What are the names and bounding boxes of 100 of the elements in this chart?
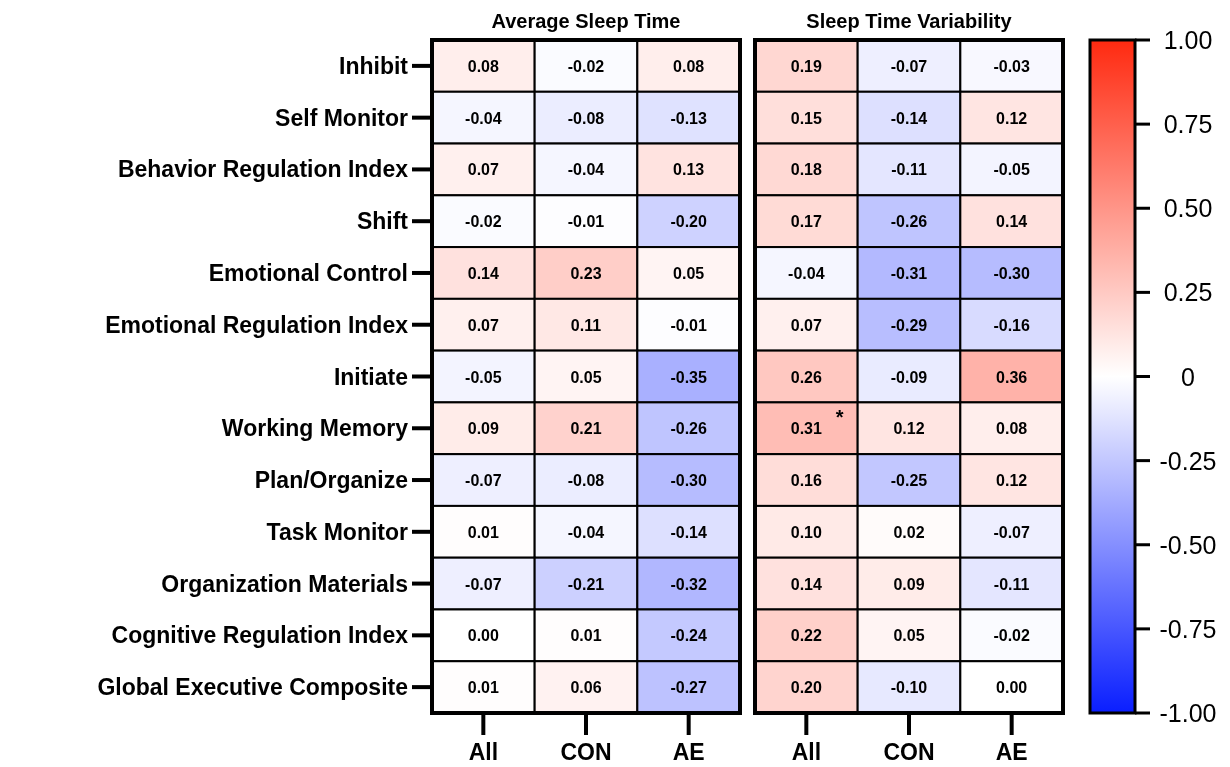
chart-title: Sleep Time Variability: [806, 10, 1013, 32]
data-label: 0.36: [996, 368, 1028, 386]
data-label: -0.26: [890, 213, 928, 231]
data-label: 0.07: [467, 161, 500, 179]
data-label: -0.30: [670, 472, 707, 490]
color-bar-label: -1.00: [1159, 699, 1217, 727]
data-label: 0.14: [996, 213, 1028, 231]
color-bar-label: 1.00: [1163, 26, 1213, 54]
x-tick-label: AE: [672, 739, 705, 765]
data-label: -0.30: [993, 264, 1030, 282]
x-tick-label: CON: [883, 739, 935, 765]
color-bar-label: -0.50: [1159, 530, 1217, 559]
x-tick-label: All: [791, 739, 822, 765]
color-bar-label: -0.25: [1159, 446, 1217, 475]
y-tick-label: Task Monitor: [266, 518, 409, 545]
data-label: 0.07: [467, 316, 500, 334]
data-label: 0.00: [996, 679, 1028, 697]
data-label: 0.22: [790, 627, 823, 645]
data-label: 0.05: [673, 264, 705, 282]
data-label: -0.07: [890, 57, 928, 75]
y-tick-label: Emotional Regulation Index: [105, 311, 409, 338]
data-label: 0.26: [790, 368, 823, 386]
data-label: -0.32: [670, 575, 707, 593]
y-tick-label: Emotional Control: [208, 259, 408, 286]
data-label: 0.19: [790, 57, 823, 75]
data-label: 0.11: [570, 316, 602, 334]
data-label: 0.05: [893, 627, 925, 645]
data-label: 0.09: [893, 575, 925, 593]
color-bar-label: -0.75: [1159, 614, 1217, 643]
data-label: 0.12: [893, 420, 925, 438]
x-tick-label: AE: [995, 739, 1028, 765]
y-tick-label: Shift: [356, 208, 409, 235]
data-label: 0.14: [790, 575, 823, 593]
y-tick-label: Working Memory: [221, 415, 409, 442]
y-tick-label: Self Monitor: [275, 104, 409, 131]
data-label: 0.12: [996, 472, 1028, 490]
data-label: 0.10: [790, 523, 823, 541]
data-label: 0.08: [673, 57, 705, 75]
data-label: -0.07: [465, 472, 502, 490]
color-bar-label: 0.50: [1163, 194, 1213, 223]
data-label: 0.01: [467, 523, 500, 541]
color-bar-label: 0.75: [1163, 110, 1213, 139]
data-label: 0.01: [467, 679, 500, 697]
data-label: 0.12: [996, 109, 1028, 127]
data-label: 0.13: [673, 161, 705, 179]
data-label: 0.08: [467, 57, 500, 75]
y-tick-label: Plan/Organize: [254, 467, 408, 494]
data-label: -0.04: [567, 523, 605, 541]
data-label: 0.02: [893, 523, 925, 541]
data-label: 0.20: [790, 679, 823, 697]
data-label: -0.09: [890, 368, 928, 386]
data-label: -0.02: [567, 57, 605, 75]
data-label: -0.05: [993, 161, 1030, 179]
data-label: -0.35: [670, 368, 707, 386]
data-label: -0.04: [465, 109, 502, 127]
y-tick-label: Organization Materials: [161, 570, 408, 597]
data-label: 0.31: [790, 420, 823, 438]
data-label: -0.08: [567, 109, 605, 127]
color-bar-label: 0: [1181, 362, 1195, 391]
data-label: -0.29: [890, 316, 928, 334]
y-tick-label: Inhibit: [339, 52, 409, 79]
data-label: 0.16: [790, 472, 823, 490]
y-tick-label: Cognitive Regulation Index: [111, 622, 409, 649]
y-tick-label: Initiate: [333, 363, 408, 390]
data-label: -0.07: [993, 523, 1030, 541]
data-label: -0.11: [993, 575, 1030, 593]
data-label: -0.14: [890, 109, 928, 127]
data-label: -0.26: [670, 420, 707, 438]
x-tick-label: All: [468, 739, 499, 765]
data-label: 0.18: [790, 161, 823, 179]
data-label: -0.31: [890, 264, 928, 282]
data-label: 0.15: [790, 109, 823, 127]
data-label: -0.21: [567, 575, 605, 593]
data-label: -0.27: [670, 679, 707, 697]
data-label: 0.06: [570, 679, 602, 697]
data-label: -0.01: [670, 316, 707, 334]
data-label: -0.11: [891, 161, 927, 179]
data-label: -0.24: [670, 627, 707, 645]
data-label: -0.07: [465, 575, 502, 593]
data-label: -0.05: [465, 368, 502, 386]
data-label: 0.08: [996, 420, 1028, 438]
data-label: 0.01: [570, 627, 602, 645]
data-label: 0.09: [467, 420, 500, 438]
data-label: -0.02: [465, 213, 502, 231]
chart-title: Average Sleep Time: [491, 10, 681, 32]
data-label: -0.03: [993, 57, 1030, 75]
y-tick-label: Global Executive Composite: [97, 674, 408, 701]
data-label: 0.21: [570, 420, 602, 438]
data-label: -0.10: [890, 679, 928, 697]
data-label: -0.01: [567, 213, 605, 231]
data-label: -0.04: [788, 264, 825, 282]
color-bar-label: 0.25: [1163, 278, 1213, 307]
y-tick-label: Behavior Regulation Index: [117, 156, 409, 183]
x-tick-label: CON: [560, 739, 612, 765]
data-label: -0.16: [993, 316, 1030, 334]
data-label: -0.08: [567, 472, 605, 490]
data-label: 0.07: [790, 316, 823, 334]
data-label: -0.25: [890, 472, 928, 490]
data-label: -0.14: [670, 523, 707, 541]
data-label: -0.13: [670, 109, 707, 127]
